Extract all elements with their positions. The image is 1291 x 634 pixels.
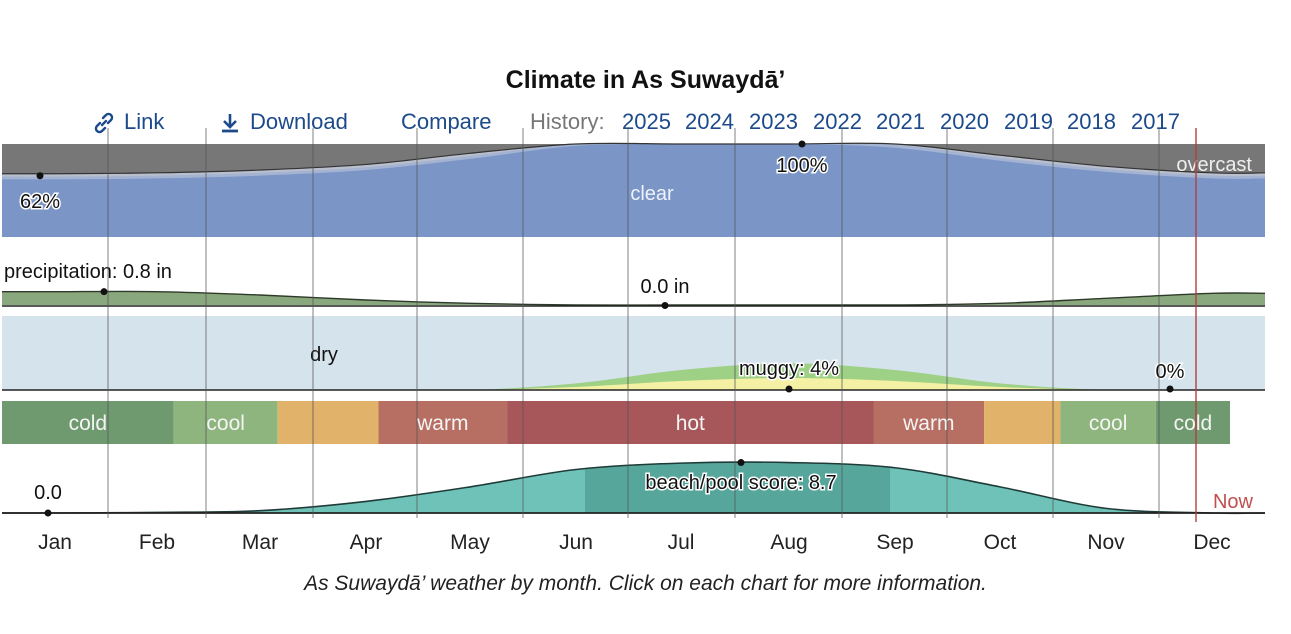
link-label: Link bbox=[124, 109, 165, 134]
humidity-annotation-dot bbox=[1166, 385, 1174, 393]
precipitation-chart[interactable]: precipitation: 0.8 in 0.0 in bbox=[2, 260, 1266, 309]
temperature-band-warm bbox=[873, 401, 985, 444]
cloud-annotation-dot bbox=[798, 140, 806, 148]
cloud-cover-chart[interactable]: clear overcast 62% 100% bbox=[1, 140, 1266, 238]
beach-pool-chart[interactable]: 0.0 beach/pool score: 8.7 bbox=[1, 440, 1266, 517]
beach-peak-area bbox=[585, 462, 890, 513]
download-label: Download bbox=[250, 109, 348, 134]
precipitation-area bbox=[2, 291, 1265, 306]
chart-caption: As Suwaydā’ weather by month. Click on e… bbox=[304, 572, 987, 595]
humidity-chart[interactable]: dry muggy: 4% 0% bbox=[2, 316, 1265, 393]
precip-annotation-label: 0.0 in bbox=[641, 276, 690, 298]
history-year-2023[interactable]: 2023 bbox=[749, 109, 798, 134]
beach-annotation-label: beach/pool score: 8.7 bbox=[645, 472, 836, 494]
temperature-band-hot bbox=[507, 401, 874, 444]
humidity-annotation-label: muggy: 4% bbox=[739, 358, 839, 380]
chart-title: Climate in As Suwaydā’ bbox=[505, 66, 786, 94]
download-button[interactable]: Download bbox=[218, 109, 348, 135]
beach-annotation-dot bbox=[737, 459, 745, 467]
month-label-oct: Oct bbox=[984, 531, 1017, 554]
temperature-band-label: cold bbox=[69, 412, 108, 435]
history-label: History: bbox=[530, 109, 605, 134]
temperature-band-cold bbox=[2, 401, 174, 444]
dry-label: dry bbox=[310, 344, 338, 366]
history-year-2019[interactable]: 2019 bbox=[1004, 109, 1053, 134]
month-label-aug: Aug bbox=[770, 531, 807, 554]
humid-area bbox=[2, 378, 1265, 391]
month-dividers bbox=[107, 128, 1160, 518]
link-icon bbox=[94, 112, 114, 134]
month-label-jan: Jan bbox=[38, 531, 72, 554]
temperature-band-cool bbox=[173, 401, 278, 444]
month-label-feb: Feb bbox=[139, 531, 175, 554]
history-year-2018[interactable]: 2018 bbox=[1067, 109, 1116, 134]
temperature-bands[interactable]: cold cool warm hot warm cool cold bbox=[2, 401, 1231, 444]
beach-annotation-dot bbox=[44, 509, 52, 517]
humidity-annotation-label: 0% bbox=[1156, 361, 1185, 383]
month-label-mar: Mar bbox=[242, 531, 278, 554]
clear-area bbox=[2, 143, 1265, 237]
humidity-annotation-dot bbox=[785, 385, 793, 393]
history-year-2022[interactable]: 2022 bbox=[813, 109, 862, 134]
cloud-annotation-label: 100% bbox=[776, 155, 827, 177]
toolbar: Link Download Compare History: 2025 2024… bbox=[0, 109, 1291, 139]
cloud-annotation-dot bbox=[36, 172, 44, 180]
history-year-2021[interactable]: 2021 bbox=[876, 109, 925, 134]
temperature-band-label: warm bbox=[416, 412, 468, 435]
clear-label: clear bbox=[630, 183, 674, 205]
temperature-band-label: cool bbox=[206, 412, 245, 435]
temperature-band-cool bbox=[1060, 401, 1156, 444]
download-icon bbox=[222, 114, 238, 133]
month-label-sep: Sep bbox=[876, 531, 913, 554]
temperature-band-warm bbox=[378, 401, 508, 444]
month-label-may: May bbox=[450, 531, 490, 554]
x-axis: Jan Feb Mar Apr May Jun Jul Aug Sep Oct Nov Dec bbox=[38, 531, 1231, 554]
history-year-2020[interactable]: 2020 bbox=[940, 109, 989, 134]
history-year-2024[interactable]: 2024 bbox=[685, 109, 734, 134]
compare-button[interactable]: Compare bbox=[401, 109, 492, 134]
month-label-apr: Apr bbox=[350, 531, 383, 554]
month-label-jul: Jul bbox=[668, 531, 695, 554]
precip-annotation-dot bbox=[661, 302, 669, 309]
history-year-2017[interactable]: 2017 bbox=[1131, 109, 1180, 134]
temperature-band-comfortable bbox=[984, 401, 1061, 444]
temperature-band-label: cold bbox=[1174, 412, 1213, 435]
beach-annotation-label: 0.0 bbox=[34, 482, 62, 504]
month-label-jun: Jun bbox=[559, 531, 593, 554]
month-label-dec: Dec bbox=[1193, 531, 1230, 554]
now-label: Now bbox=[1213, 491, 1254, 513]
month-label-nov: Nov bbox=[1087, 531, 1125, 554]
temperature-band-cold bbox=[1155, 401, 1231, 444]
precip-annotation-dot bbox=[100, 288, 108, 296]
temperature-band-label: warm bbox=[902, 412, 954, 435]
overcast-label: overcast bbox=[1176, 154, 1252, 176]
history-year-2025[interactable]: 2025 bbox=[622, 109, 671, 134]
temperature-band-comfortable bbox=[277, 401, 379, 444]
link-button[interactable]: Link bbox=[92, 109, 164, 135]
precip-annotation-label: precipitation: 0.8 in bbox=[4, 261, 172, 283]
temperature-band-label: cool bbox=[1089, 412, 1128, 435]
cloud-annotation-label: 62% bbox=[20, 191, 60, 213]
muggy-area bbox=[2, 363, 1265, 391]
temperature-band-label: hot bbox=[676, 412, 705, 435]
